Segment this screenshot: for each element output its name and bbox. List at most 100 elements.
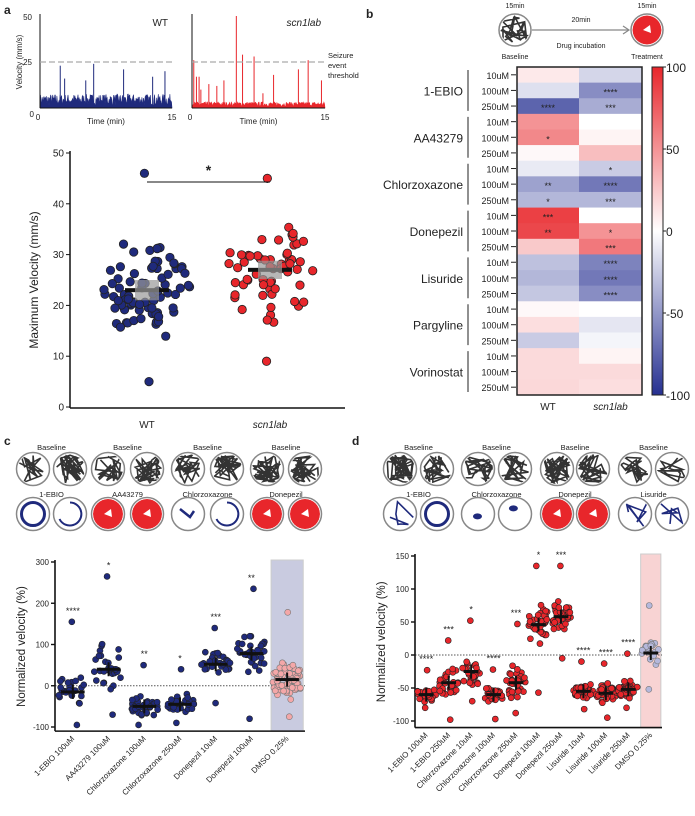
heatmap-cell bbox=[517, 223, 579, 240]
dose-label: 10uM bbox=[486, 211, 509, 221]
heatmap-cell bbox=[579, 98, 642, 115]
dose-label: 10uM bbox=[486, 258, 509, 268]
significance-stars: *** bbox=[605, 197, 616, 207]
colorbar-tick: 100 bbox=[666, 61, 686, 75]
data-point bbox=[168, 303, 178, 313]
track-path bbox=[252, 454, 282, 484]
data-point bbox=[257, 234, 267, 245]
data-point bbox=[148, 261, 158, 271]
treatment-arena-icon bbox=[90, 496, 126, 532]
data-point bbox=[280, 687, 287, 695]
data-point bbox=[188, 705, 196, 713]
threshold-label: event bbox=[328, 61, 347, 70]
data-point bbox=[238, 640, 246, 648]
treatment-arena-icon bbox=[497, 496, 533, 532]
arena-content bbox=[56, 454, 85, 484]
data-point bbox=[225, 248, 235, 258]
data-point bbox=[509, 662, 516, 670]
significance-stars: **** bbox=[66, 606, 81, 616]
data-point bbox=[288, 228, 298, 239]
heatmap-cell bbox=[579, 348, 642, 365]
data-point bbox=[446, 716, 454, 723]
data-point bbox=[436, 687, 444, 695]
data-point bbox=[73, 721, 81, 729]
baseline-label: Baseline bbox=[272, 443, 301, 452]
data-point bbox=[241, 633, 248, 641]
track-path bbox=[18, 454, 44, 484]
treatment-arena-icon bbox=[617, 496, 653, 532]
data-point bbox=[230, 278, 240, 288]
arena-content bbox=[252, 499, 282, 529]
data-point bbox=[645, 602, 653, 609]
heatmap-cell bbox=[517, 145, 579, 162]
arena-content bbox=[508, 505, 518, 512]
arena-border bbox=[382, 496, 418, 532]
data-point bbox=[266, 302, 276, 312]
data-point bbox=[161, 331, 171, 341]
y-tick: 30 bbox=[53, 250, 65, 261]
baseline-label: Baseline bbox=[561, 443, 590, 452]
x-axis-label: Time (min) bbox=[240, 117, 278, 126]
heatmap-cell bbox=[579, 67, 642, 83]
data-point bbox=[154, 311, 164, 322]
data-point bbox=[447, 689, 454, 696]
treatment-label: Chlorzoxazone bbox=[182, 490, 232, 499]
heatmap-cell bbox=[579, 145, 642, 162]
data-point bbox=[308, 266, 318, 276]
y-axis-label: Velocity (mm/s) bbox=[15, 34, 24, 89]
data-point bbox=[466, 679, 474, 687]
data-point bbox=[246, 715, 253, 723]
data-point bbox=[558, 654, 566, 662]
data-point bbox=[125, 277, 135, 287]
significance-stars: ** bbox=[544, 228, 552, 238]
heatmap-cell bbox=[517, 82, 579, 99]
baseline-label: Baseline bbox=[404, 443, 433, 452]
data-point bbox=[655, 646, 662, 653]
data-point bbox=[621, 677, 628, 685]
heatmap-cell bbox=[517, 207, 579, 224]
arena-content bbox=[93, 499, 123, 529]
data-point bbox=[566, 609, 574, 616]
data-point bbox=[624, 650, 631, 657]
heatmap-cell bbox=[579, 113, 642, 130]
time-label: 15min bbox=[637, 3, 656, 10]
x-tick: 0 bbox=[188, 113, 193, 122]
y-tick: 50 bbox=[53, 149, 65, 160]
heatmap-cell bbox=[579, 82, 642, 99]
significance-stars: * bbox=[609, 228, 613, 238]
data-point bbox=[562, 620, 569, 628]
data-point bbox=[80, 681, 88, 689]
treatment-label: 1-EBIO bbox=[39, 490, 64, 499]
y-tick: -50 bbox=[397, 684, 409, 693]
data-point bbox=[135, 299, 145, 309]
data-point bbox=[258, 290, 268, 301]
data-point bbox=[297, 684, 304, 692]
drug-label: Vorinostat bbox=[410, 366, 464, 380]
data-point bbox=[95, 652, 103, 660]
baseline-arena-icon bbox=[497, 451, 533, 487]
y-tick: 100 bbox=[36, 641, 50, 650]
column-label: WT bbox=[540, 402, 556, 413]
x-tick: WT bbox=[139, 420, 155, 431]
arena-content bbox=[58, 501, 83, 527]
data-point bbox=[139, 168, 150, 178]
y-tick: -100 bbox=[33, 723, 50, 732]
dose-label: 250uM bbox=[481, 149, 509, 159]
data-point bbox=[292, 264, 302, 274]
data-point bbox=[598, 686, 605, 693]
x-tick: 15 bbox=[168, 113, 177, 122]
y-tick: 25 bbox=[23, 58, 32, 67]
data-point bbox=[128, 696, 136, 704]
data-point bbox=[489, 666, 497, 673]
y-tick: 300 bbox=[36, 558, 50, 567]
baseline-arena-icon bbox=[460, 451, 496, 487]
baseline-arena-icon bbox=[129, 451, 165, 487]
track-path bbox=[20, 501, 46, 527]
heatmap-cell bbox=[579, 129, 642, 146]
heatmap-cell bbox=[517, 379, 579, 396]
data-point bbox=[72, 677, 79, 685]
data-point bbox=[202, 648, 209, 656]
sem-bar bbox=[135, 280, 159, 301]
data-point bbox=[550, 625, 558, 633]
significance-stars: * bbox=[537, 550, 541, 560]
